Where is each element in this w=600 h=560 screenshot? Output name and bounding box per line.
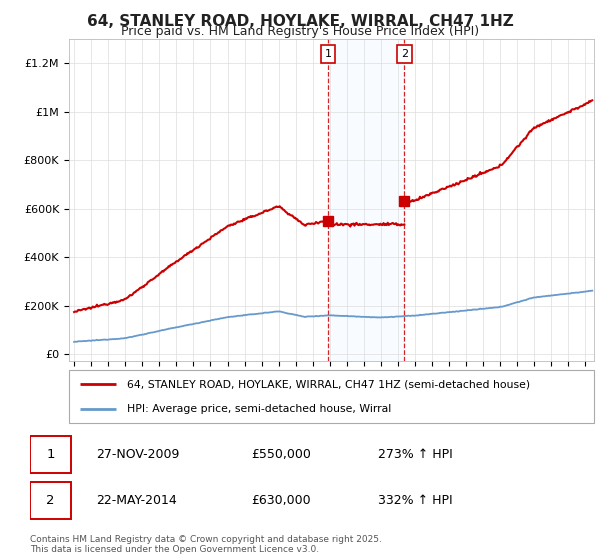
Text: 22-MAY-2014: 22-MAY-2014	[96, 494, 177, 507]
Text: 64, STANLEY ROAD, HOYLAKE, WIRRAL, CH47 1HZ: 64, STANLEY ROAD, HOYLAKE, WIRRAL, CH47 …	[86, 14, 514, 29]
FancyBboxPatch shape	[30, 436, 71, 473]
Text: Contains HM Land Registry data © Crown copyright and database right 2025.
This d: Contains HM Land Registry data © Crown c…	[30, 535, 382, 554]
Text: 27-NOV-2009: 27-NOV-2009	[96, 448, 179, 461]
Text: 1: 1	[325, 49, 332, 59]
Text: Price paid vs. HM Land Registry's House Price Index (HPI): Price paid vs. HM Land Registry's House …	[121, 25, 479, 38]
Text: £550,000: £550,000	[251, 448, 311, 461]
Text: HPI: Average price, semi-detached house, Wirral: HPI: Average price, semi-detached house,…	[127, 404, 391, 414]
Text: 332% ↑ HPI: 332% ↑ HPI	[378, 494, 452, 507]
Bar	[328, 39, 404, 361]
FancyBboxPatch shape	[69, 370, 594, 423]
Text: 273% ↑ HPI: 273% ↑ HPI	[378, 448, 452, 461]
Text: 64, STANLEY ROAD, HOYLAKE, WIRRAL, CH47 1HZ (semi-detached house): 64, STANLEY ROAD, HOYLAKE, WIRRAL, CH47 …	[127, 380, 530, 390]
Text: 2: 2	[46, 494, 55, 507]
Text: £630,000: £630,000	[251, 494, 310, 507]
FancyBboxPatch shape	[30, 482, 71, 519]
Text: 1: 1	[46, 448, 55, 461]
Text: 2: 2	[401, 49, 408, 59]
